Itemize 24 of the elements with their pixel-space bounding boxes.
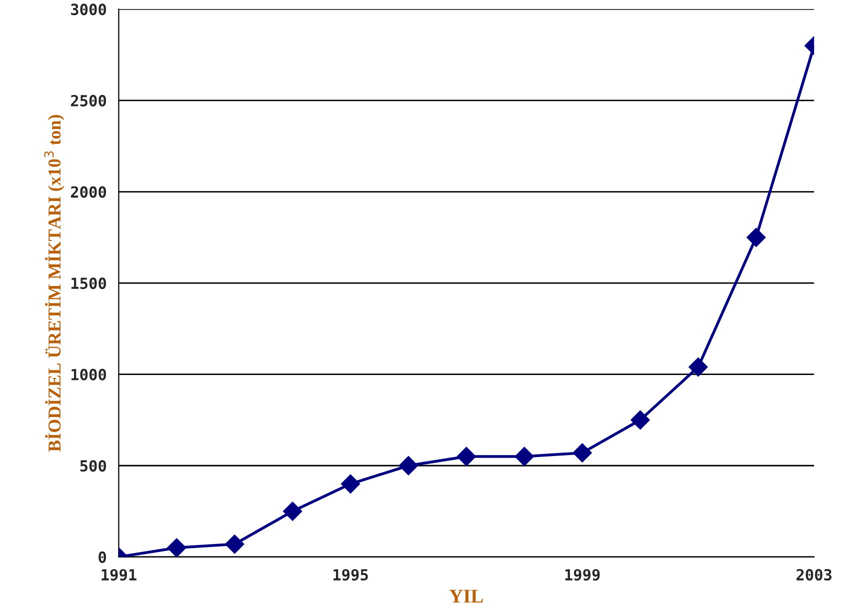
point [225, 534, 244, 554]
point [572, 443, 592, 462]
y-tick-label: 0 [98, 551, 106, 563]
y-tick-label: 2000 [70, 186, 106, 198]
point [283, 502, 302, 521]
y-tick-label: 3000 [71, 4, 106, 16]
point [746, 228, 766, 247]
point [456, 446, 476, 466]
y-tick-label: 1500 [72, 278, 106, 290]
point [688, 358, 708, 377]
point [167, 538, 186, 557]
point [514, 446, 534, 466]
x-tick-label: 1999 [565, 569, 600, 581]
y-axis-title: BİODİZEL ÜRETİM MİKTARI (x10$^{3}$ ton) [44, 115, 64, 452]
y-tick-label: 1000 [72, 368, 106, 380]
x-tick-label: 1995 [334, 569, 368, 581]
x-tick-label: 1991 [102, 569, 136, 581]
y-tick-label: 2500 [70, 94, 106, 106]
point [398, 456, 418, 476]
y-tick-label: 500 [80, 460, 106, 472]
x-axis-title: YIL [449, 590, 483, 603]
point [340, 474, 360, 494]
point [630, 410, 650, 430]
x-tick-label: 2003 [796, 568, 832, 581]
